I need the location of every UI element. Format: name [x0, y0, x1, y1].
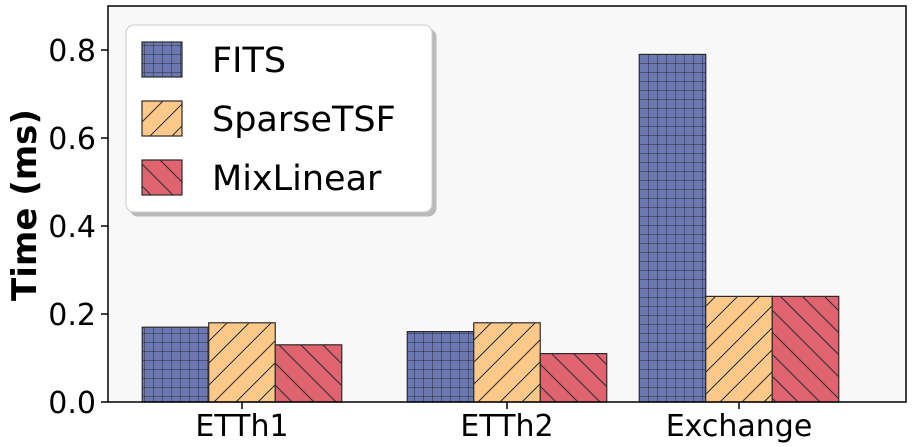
x-tick-label: Exchange — [666, 409, 813, 444]
y-tick-label: 0.2 — [48, 298, 96, 333]
axes-group: 0.0 0.2 0.4 0.6 0.8 ETTh1 ETTh2 Exchange — [48, 5, 907, 444]
bar-hatch-sparsetsf-exchange — [705, 295, 773, 403]
x-tick-label: ETTh1 — [195, 409, 288, 444]
bar-hatch-fits-exchange — [638, 53, 707, 403]
y-tick-label: 0.6 — [48, 122, 96, 157]
bar-hatch-sparsetsf-etth1 — [208, 322, 276, 403]
bar-hatch-fits-etth1 — [141, 326, 210, 403]
legend: FITS SparseTSF MixLinear — [125, 24, 433, 213]
legend-swatch-hatch — [141, 159, 183, 196]
y-axis-label: Time (ms) — [5, 109, 45, 301]
legend-label-mixlinear: MixLinear — [212, 159, 382, 199]
legend-label-sparsetsf: SparseTSF — [212, 100, 396, 140]
bar-hatch-mixlinear-etth2 — [539, 353, 608, 403]
bars-group — [141, 53, 840, 403]
y-tick-label: 0.8 — [48, 34, 96, 69]
y-tick-label: 0.0 — [48, 386, 96, 421]
legend-swatch-hatch — [141, 100, 183, 137]
x-tick-label: ETTh2 — [460, 409, 553, 444]
bar-hatch-fits-etth2 — [406, 331, 475, 403]
bar-hatch-mixlinear-exchange — [771, 295, 840, 403]
y-tick-label: 0.4 — [48, 210, 96, 245]
bar-hatch-mixlinear-etth1 — [274, 344, 343, 403]
legend-swatch-hatch — [141, 41, 183, 78]
legend-label-fits: FITS — [212, 41, 286, 81]
legend-box — [125, 24, 433, 213]
bar-hatch-sparsetsf-etth2 — [473, 322, 541, 403]
